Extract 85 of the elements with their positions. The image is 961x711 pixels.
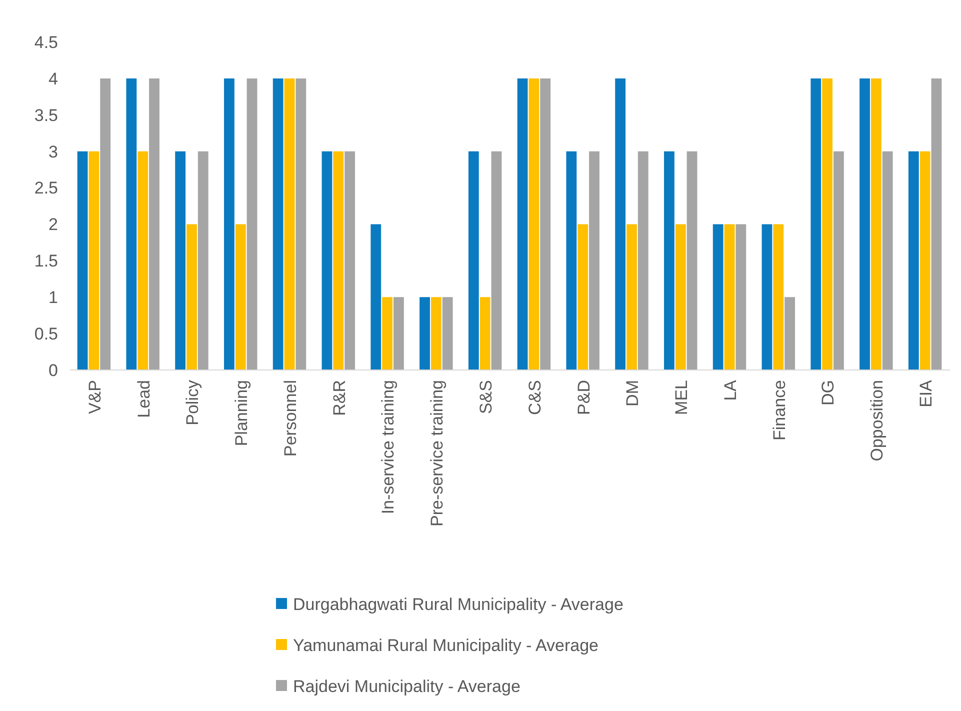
- y-tick-label: 1.5: [34, 252, 58, 271]
- x-tick-label: Lead: [134, 380, 154, 418]
- bar: [589, 151, 600, 370]
- y-tick-label: 1: [48, 288, 58, 308]
- y-tick-label: 4.5: [34, 32, 58, 52]
- bar: [149, 78, 160, 370]
- x-tick-label: C&S: [525, 380, 544, 415]
- bar: [175, 151, 186, 370]
- y-tick-label: 0.5: [34, 324, 58, 344]
- x-tick-label: V&P: [85, 380, 104, 414]
- bar: [235, 224, 246, 370]
- bar: [638, 151, 648, 370]
- legend-label: Yamunamai Rural Municipality - Average: [293, 636, 599, 655]
- x-tick-label: In-service training: [378, 380, 398, 514]
- bar: [420, 297, 430, 370]
- bar: [100, 78, 111, 370]
- x-tick-label: LA: [720, 379, 740, 401]
- bar: [762, 224, 772, 370]
- bar: [860, 78, 870, 370]
- bar: [517, 78, 528, 370]
- bar: [333, 151, 344, 370]
- bar: [870, 78, 882, 370]
- bar: [442, 297, 453, 370]
- legend-label: Rajdevi Municipality - Average: [293, 676, 520, 696]
- bar: [724, 224, 735, 370]
- x-tick-label: EIA: [916, 379, 936, 408]
- bar: [198, 151, 208, 370]
- bar: [686, 151, 698, 370]
- x-tick-label: P&D: [574, 380, 594, 415]
- bar: [882, 151, 893, 370]
- bar: [430, 297, 442, 370]
- x-tick-label: MEL: [672, 380, 692, 415]
- bar: [810, 78, 822, 370]
- bar: [322, 151, 332, 370]
- bar: [468, 151, 479, 370]
- x-tick-label: Opposition: [868, 380, 887, 462]
- bar: [393, 297, 404, 370]
- bar: [296, 78, 306, 370]
- bar: [773, 224, 784, 370]
- y-tick-label: 0: [48, 360, 58, 380]
- bar: [126, 78, 137, 370]
- bar: [491, 151, 502, 370]
- bar: [344, 151, 355, 370]
- y-tick-label: 3.5: [34, 106, 58, 125]
- bar: [931, 78, 942, 370]
- bar: [822, 78, 832, 370]
- bar: [578, 224, 588, 370]
- bar: [833, 151, 844, 370]
- bar: [675, 224, 686, 370]
- x-tick-label: Planning: [232, 380, 252, 446]
- bar: [528, 78, 540, 370]
- bar: [908, 151, 919, 370]
- y-tick-label: 2.5: [34, 178, 58, 198]
- bar: [664, 151, 674, 370]
- bar: [272, 78, 284, 370]
- bar: [480, 297, 490, 370]
- bar: [566, 151, 577, 370]
- bar: [382, 297, 392, 370]
- bar: [77, 151, 88, 370]
- bar: [736, 224, 746, 370]
- bar: [138, 151, 148, 370]
- x-tick-label: DM: [623, 380, 642, 406]
- bar: [784, 297, 795, 370]
- y-tick-label: 2: [48, 215, 58, 234]
- bar: [370, 224, 382, 370]
- y-tick-label: 3: [48, 142, 58, 162]
- bar: [712, 224, 724, 370]
- x-tick-label: Pre-service training: [428, 380, 447, 526]
- legend-label: Durgabhagwati Rural Municipality - Average: [293, 594, 624, 614]
- x-tick-label: Personnel: [280, 380, 300, 457]
- x-tick-label: DG: [818, 380, 838, 406]
- y-tick-label: 4: [48, 69, 58, 88]
- bar: [615, 78, 626, 370]
- bar: [626, 224, 637, 370]
- bar: [224, 78, 234, 370]
- bar: [920, 151, 930, 370]
- bar: [284, 78, 295, 370]
- bar: [246, 78, 258, 370]
- x-tick-label: Finance: [770, 380, 789, 440]
- x-tick-label: R&R: [330, 380, 349, 416]
- bar: [186, 224, 197, 370]
- x-tick-label: S&S: [476, 380, 496, 414]
- x-tick-label: Policy: [183, 380, 202, 426]
- bar: [88, 151, 100, 370]
- bar: [540, 78, 551, 370]
